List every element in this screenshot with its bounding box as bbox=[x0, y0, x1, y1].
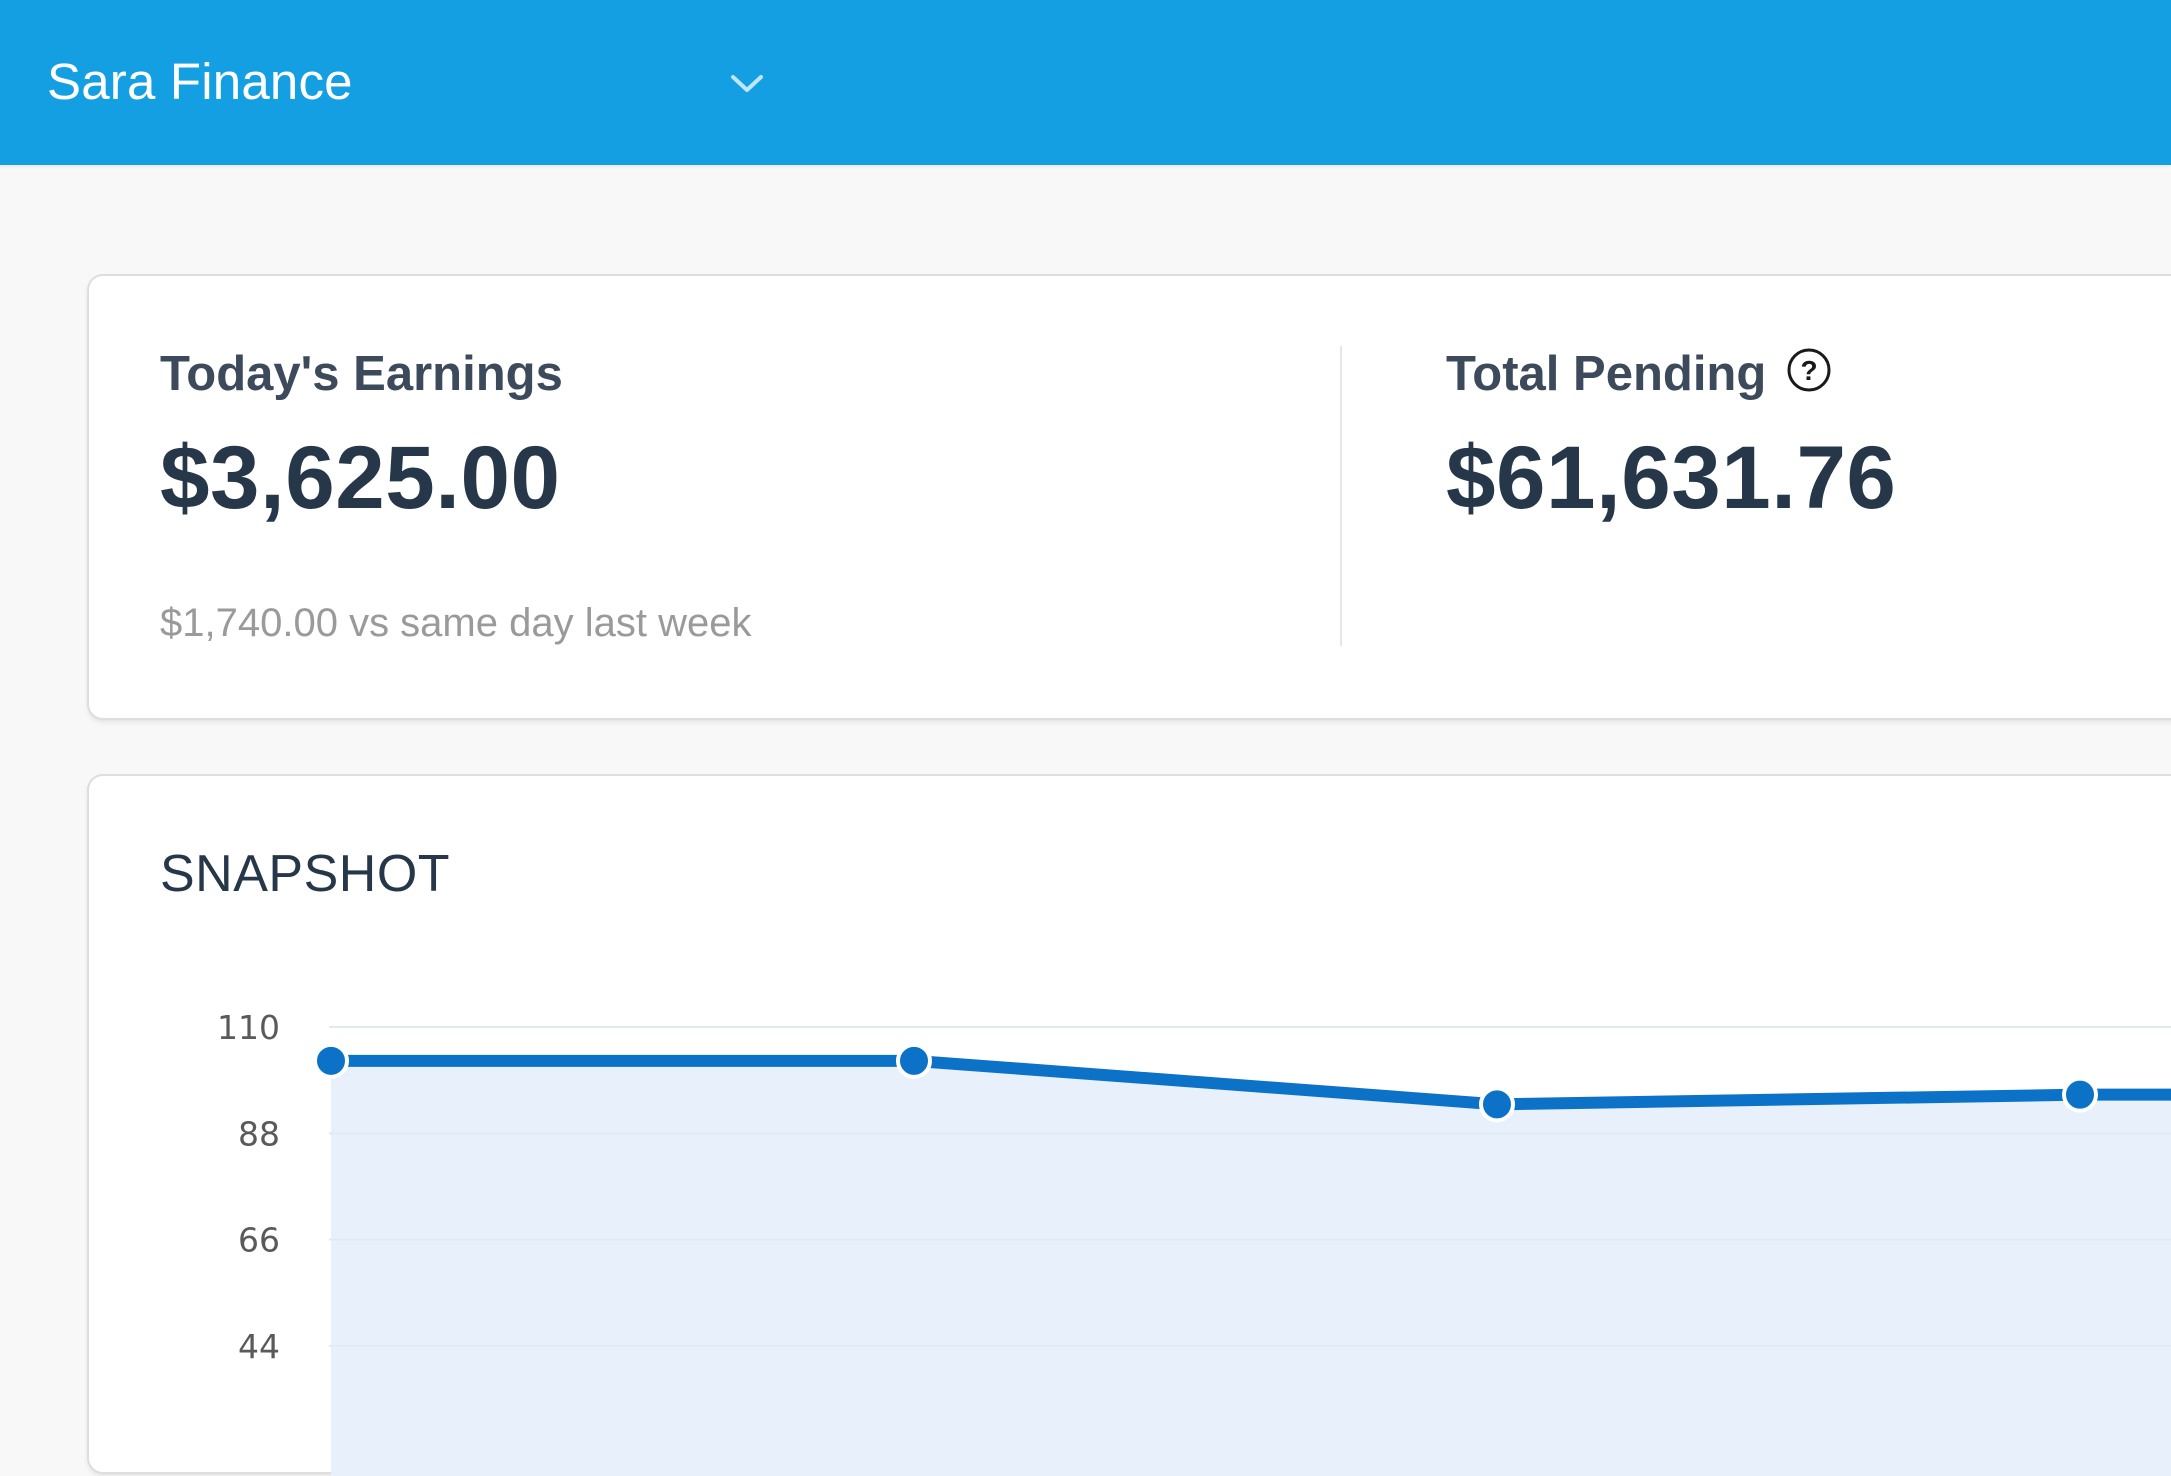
chevron-down-icon[interactable] bbox=[725, 62, 769, 106]
question-circle-icon[interactable]: ? bbox=[1787, 348, 1831, 392]
earnings-comparison: $1,740.00 vs same day last week bbox=[160, 601, 752, 645]
y-tick-label: 88 bbox=[238, 1114, 280, 1153]
top-bar: Sara Finance bbox=[0, 0, 2171, 165]
series-area bbox=[331, 1060, 2171, 1476]
metric-divider bbox=[1340, 346, 1342, 646]
snapshot-card: SNAPSHOT 110 88 66 44 bbox=[87, 774, 2171, 1476]
y-tick-label: 110 bbox=[217, 1008, 280, 1047]
total-pending-label: Total Pending bbox=[1446, 347, 1767, 401]
total-pending-value: $61,631.76 bbox=[1446, 427, 1897, 527]
brand-name: Sara Finance bbox=[47, 53, 353, 110]
snapshot-title: SNAPSHOT bbox=[160, 845, 451, 903]
earnings-card: Today's Earnings $3,625.00 $1,740.00 vs … bbox=[87, 274, 2171, 720]
data-point[interactable] bbox=[313, 1042, 349, 1079]
data-point[interactable] bbox=[896, 1042, 932, 1079]
data-point[interactable] bbox=[2062, 1076, 2098, 1113]
snapshot-chart: 110 88 66 44 bbox=[217, 1008, 2171, 1476]
y-tick-label: 44 bbox=[238, 1327, 280, 1366]
y-tick-label: 66 bbox=[238, 1221, 280, 1260]
todays-earnings-label: Today's Earnings bbox=[160, 347, 563, 401]
todays-earnings-value: $3,625.00 bbox=[160, 427, 561, 527]
svg-text:?: ? bbox=[1800, 355, 1817, 386]
data-point[interactable] bbox=[1479, 1086, 1515, 1123]
